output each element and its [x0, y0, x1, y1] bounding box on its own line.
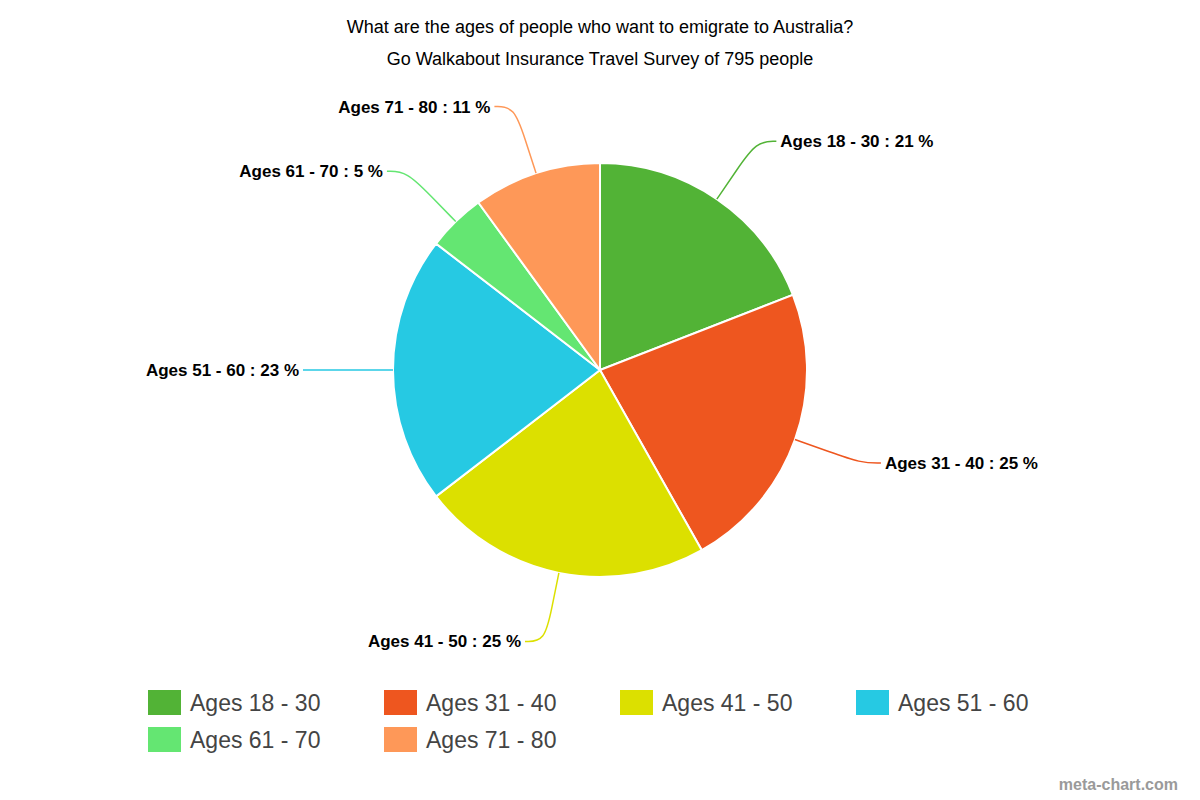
- data-label: Ages 31 - 40 : 25 %: [885, 454, 1038, 473]
- leader-line: [303, 369, 393, 371]
- legend-label: Ages 61 - 70: [190, 727, 320, 753]
- annotation: meta-chart.com: [1059, 776, 1178, 793]
- legend-swatch: [148, 690, 181, 715]
- subtitle: Go Walkabout Insurance Travel Survey of …: [387, 49, 814, 69]
- data-label-value: : 5 %: [339, 162, 383, 181]
- legend: Ages 18 - 30 Ages 31 - 40 Ages 41 - 50 Ages…: [148, 690, 1028, 753]
- legend-swatch: [620, 690, 653, 715]
- pie: [393, 163, 807, 577]
- data-label-category: Ages 51 - 60: [146, 361, 245, 380]
- leader-line: [717, 141, 777, 199]
- slice: [478, 163, 600, 370]
- legend-label: Ages 71 - 80: [426, 727, 556, 753]
- legend-swatch: [856, 690, 889, 715]
- data-label-value: : 25 %: [467, 632, 521, 651]
- leader-line: [494, 107, 536, 174]
- legend-item: Ages 51 - 60: [856, 690, 1028, 716]
- data-label-category: Ages 71 - 80: [338, 98, 437, 117]
- legend-item: Ages 31 - 40: [384, 690, 556, 716]
- leader-line: [525, 573, 559, 642]
- data-label: Ages 18 - 30 : 21 %: [780, 132, 933, 151]
- legend-label: Ages 18 - 30: [190, 690, 320, 716]
- data-label: Ages 71 - 80 : 11 %: [338, 98, 490, 117]
- legend-label: Ages 51 - 60: [898, 690, 1028, 716]
- legend-item: Ages 18 - 30: [148, 690, 320, 716]
- data-label-value: : 23 %: [245, 361, 299, 380]
- legend-item: Ages 71 - 80: [384, 727, 556, 753]
- legend-label: Ages 41 - 50: [662, 690, 792, 716]
- data-label-value: : 21 %: [880, 132, 934, 151]
- data-label-category: Ages 61 - 70: [239, 162, 338, 181]
- leader-line: [387, 171, 456, 221]
- legend-item: Ages 61 - 70: [148, 727, 320, 753]
- legend-label: Ages 31 - 40: [426, 690, 556, 716]
- legend-swatch: [384, 690, 417, 715]
- data-label-value: : 11 %: [437, 98, 490, 117]
- data-label-category: Ages 41 - 50: [368, 632, 467, 651]
- data-label: Ages 51 - 60 : 23 %: [146, 361, 299, 380]
- data-label-category: Ages 31 - 40: [885, 454, 984, 473]
- legend-item: Ages 41 - 50: [620, 690, 792, 716]
- data-label: Ages 61 - 70 : 5 %: [239, 162, 383, 181]
- leader-line: [795, 440, 881, 464]
- data-labels: Ages 18 - 30 : 21 %Ages 31 - 40 : 25 %Ag…: [146, 98, 1038, 652]
- data-label-category: Ages 18 - 30: [780, 132, 879, 151]
- legend-swatch: [148, 727, 181, 752]
- data-label-value: : 25 %: [984, 454, 1038, 473]
- legend-swatch: [384, 727, 417, 752]
- data-label: Ages 41 - 50 : 25 %: [368, 632, 521, 651]
- title: What are the ages of people who want to …: [347, 17, 853, 37]
- chart: What are the ages of people who want to …: [0, 0, 1200, 800]
